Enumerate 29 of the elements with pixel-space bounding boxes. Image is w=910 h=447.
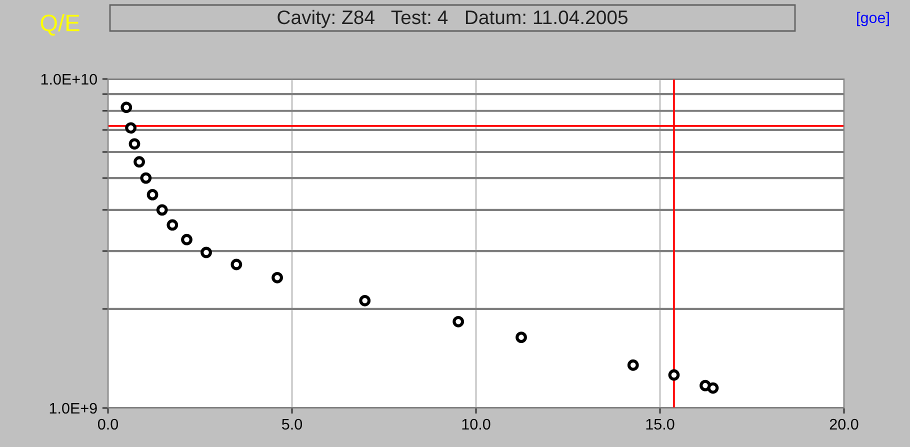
point bbox=[134, 156, 145, 168]
text: [goe] bbox=[857, 12, 889, 26]
point bbox=[166, 219, 178, 231]
point bbox=[181, 234, 192, 246]
point bbox=[140, 172, 152, 184]
x-tick-label: 5.0 bbox=[282, 418, 302, 430]
y-tick-label: 1.0E+9 bbox=[50, 402, 97, 414]
point bbox=[516, 332, 527, 344]
point bbox=[452, 316, 464, 328]
point bbox=[125, 122, 137, 134]
x-tick-label: 15.0 bbox=[646, 418, 674, 430]
point bbox=[707, 382, 719, 394]
chart-title: Cavity: Z84 Test: 4 Datum: 11.04.2005 bbox=[278, 10, 628, 28]
point bbox=[120, 102, 132, 114]
point bbox=[359, 294, 371, 306]
point bbox=[128, 138, 140, 150]
y-tick-label: 1.0E+10 bbox=[41, 74, 97, 85]
x-tick-label: 20.0 bbox=[830, 418, 858, 430]
point bbox=[200, 246, 212, 258]
x-tick-label: 10.0 bbox=[462, 418, 490, 430]
point bbox=[700, 380, 711, 392]
y-axis-title: Q/E bbox=[40, 14, 80, 36]
point bbox=[230, 258, 242, 270]
point bbox=[668, 369, 680, 381]
x-tick-label: 0.0 bbox=[98, 418, 118, 430]
point bbox=[156, 204, 168, 216]
point bbox=[272, 272, 283, 284]
point bbox=[146, 188, 158, 200]
point bbox=[627, 359, 639, 371]
